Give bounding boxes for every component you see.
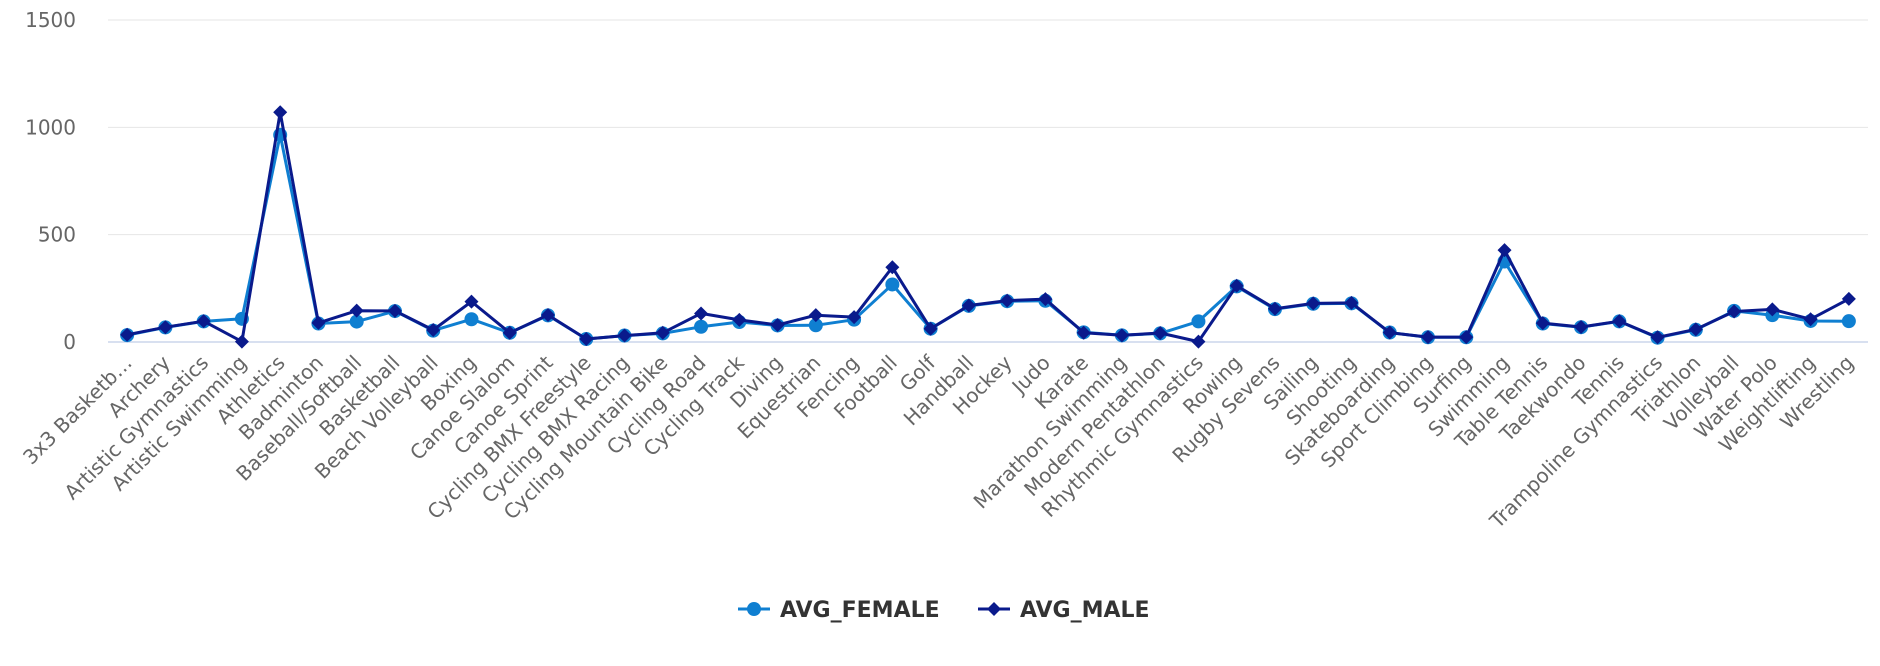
data-point[interactable] <box>1841 314 1856 329</box>
data-point[interactable] <box>1344 295 1359 310</box>
data-point[interactable] <box>885 277 900 292</box>
data-point[interactable] <box>1306 296 1321 311</box>
data-point[interactable] <box>349 314 364 329</box>
data-point[interactable] <box>1688 322 1703 337</box>
data-point[interactable] <box>464 312 479 327</box>
data-point[interactable] <box>464 294 479 309</box>
gridlines <box>108 19 1868 343</box>
data-point[interactable] <box>770 318 785 333</box>
data-point[interactable] <box>1841 291 1856 306</box>
data-point[interactable] <box>847 310 862 325</box>
data-point[interactable] <box>502 325 517 340</box>
data-point[interactable] <box>1038 292 1053 307</box>
data-point[interactable] <box>1000 293 1015 308</box>
data-point[interactable] <box>694 306 709 321</box>
data-point[interactable] <box>541 307 555 322</box>
data-point[interactable] <box>1650 330 1665 345</box>
legend-label: AVG_FEMALE <box>780 598 940 623</box>
data-point[interactable] <box>426 322 441 337</box>
series-layer <box>120 105 1856 349</box>
data-point[interactable] <box>1076 325 1091 340</box>
data-point[interactable] <box>1535 316 1550 331</box>
data-point[interactable] <box>349 303 364 318</box>
data-point[interactable] <box>808 308 823 323</box>
data-point[interactable] <box>273 105 288 120</box>
legend-label: AVG_MALE <box>1020 598 1150 623</box>
legend-diamond-icon <box>987 602 1001 616</box>
data-point[interactable] <box>961 298 976 313</box>
series-avg-male <box>120 105 1856 349</box>
data-point[interactable] <box>1497 243 1512 258</box>
data-point[interactable] <box>234 334 249 349</box>
y-tick-label: 0 <box>63 330 76 354</box>
data-point[interactable] <box>1229 278 1244 293</box>
data-point[interactable] <box>732 312 747 327</box>
data-point[interactable] <box>1803 312 1818 327</box>
series-line <box>126 133 1849 341</box>
data-point[interactable] <box>694 319 709 334</box>
data-point[interactable] <box>1114 328 1129 343</box>
data-point[interactable] <box>311 315 326 330</box>
data-point[interactable] <box>158 320 173 335</box>
data-point[interactable] <box>617 328 632 343</box>
data-point[interactable] <box>1153 325 1168 340</box>
data-point[interactable] <box>1612 314 1627 329</box>
legend-circle-icon <box>747 602 761 616</box>
data-point[interactable] <box>1382 325 1397 340</box>
data-point[interactable] <box>885 260 900 275</box>
data-point[interactable] <box>1727 304 1742 319</box>
legend[interactable]: AVG_FEMALE AVG_MALE <box>738 598 1150 623</box>
data-point[interactable] <box>387 303 402 318</box>
data-point[interactable] <box>1421 330 1435 345</box>
legend-item-avg-male[interactable]: AVG_MALE <box>978 598 1150 623</box>
y-axis-tick-labels: 0 500 1000 1500 <box>25 8 76 354</box>
series-line <box>126 110 1850 344</box>
y-tick-label: 500 <box>38 223 76 247</box>
data-point[interactable] <box>120 327 135 342</box>
legend-item-avg-female[interactable]: AVG_FEMALE <box>738 598 940 623</box>
data-point[interactable] <box>1191 314 1206 329</box>
data-point[interactable] <box>1574 319 1589 334</box>
data-point[interactable] <box>196 314 211 329</box>
data-point[interactable] <box>1459 330 1474 345</box>
data-point[interactable] <box>1267 301 1282 316</box>
data-point[interactable] <box>923 321 938 336</box>
data-point[interactable] <box>579 331 594 346</box>
y-tick-label: 1500 <box>25 8 76 32</box>
data-point[interactable] <box>1765 302 1780 317</box>
data-point[interactable] <box>1191 334 1206 349</box>
data-point[interactable] <box>808 318 823 333</box>
y-tick-label: 1000 <box>25 115 76 139</box>
data-point[interactable] <box>655 325 670 340</box>
series-avg-female <box>120 127 1856 346</box>
